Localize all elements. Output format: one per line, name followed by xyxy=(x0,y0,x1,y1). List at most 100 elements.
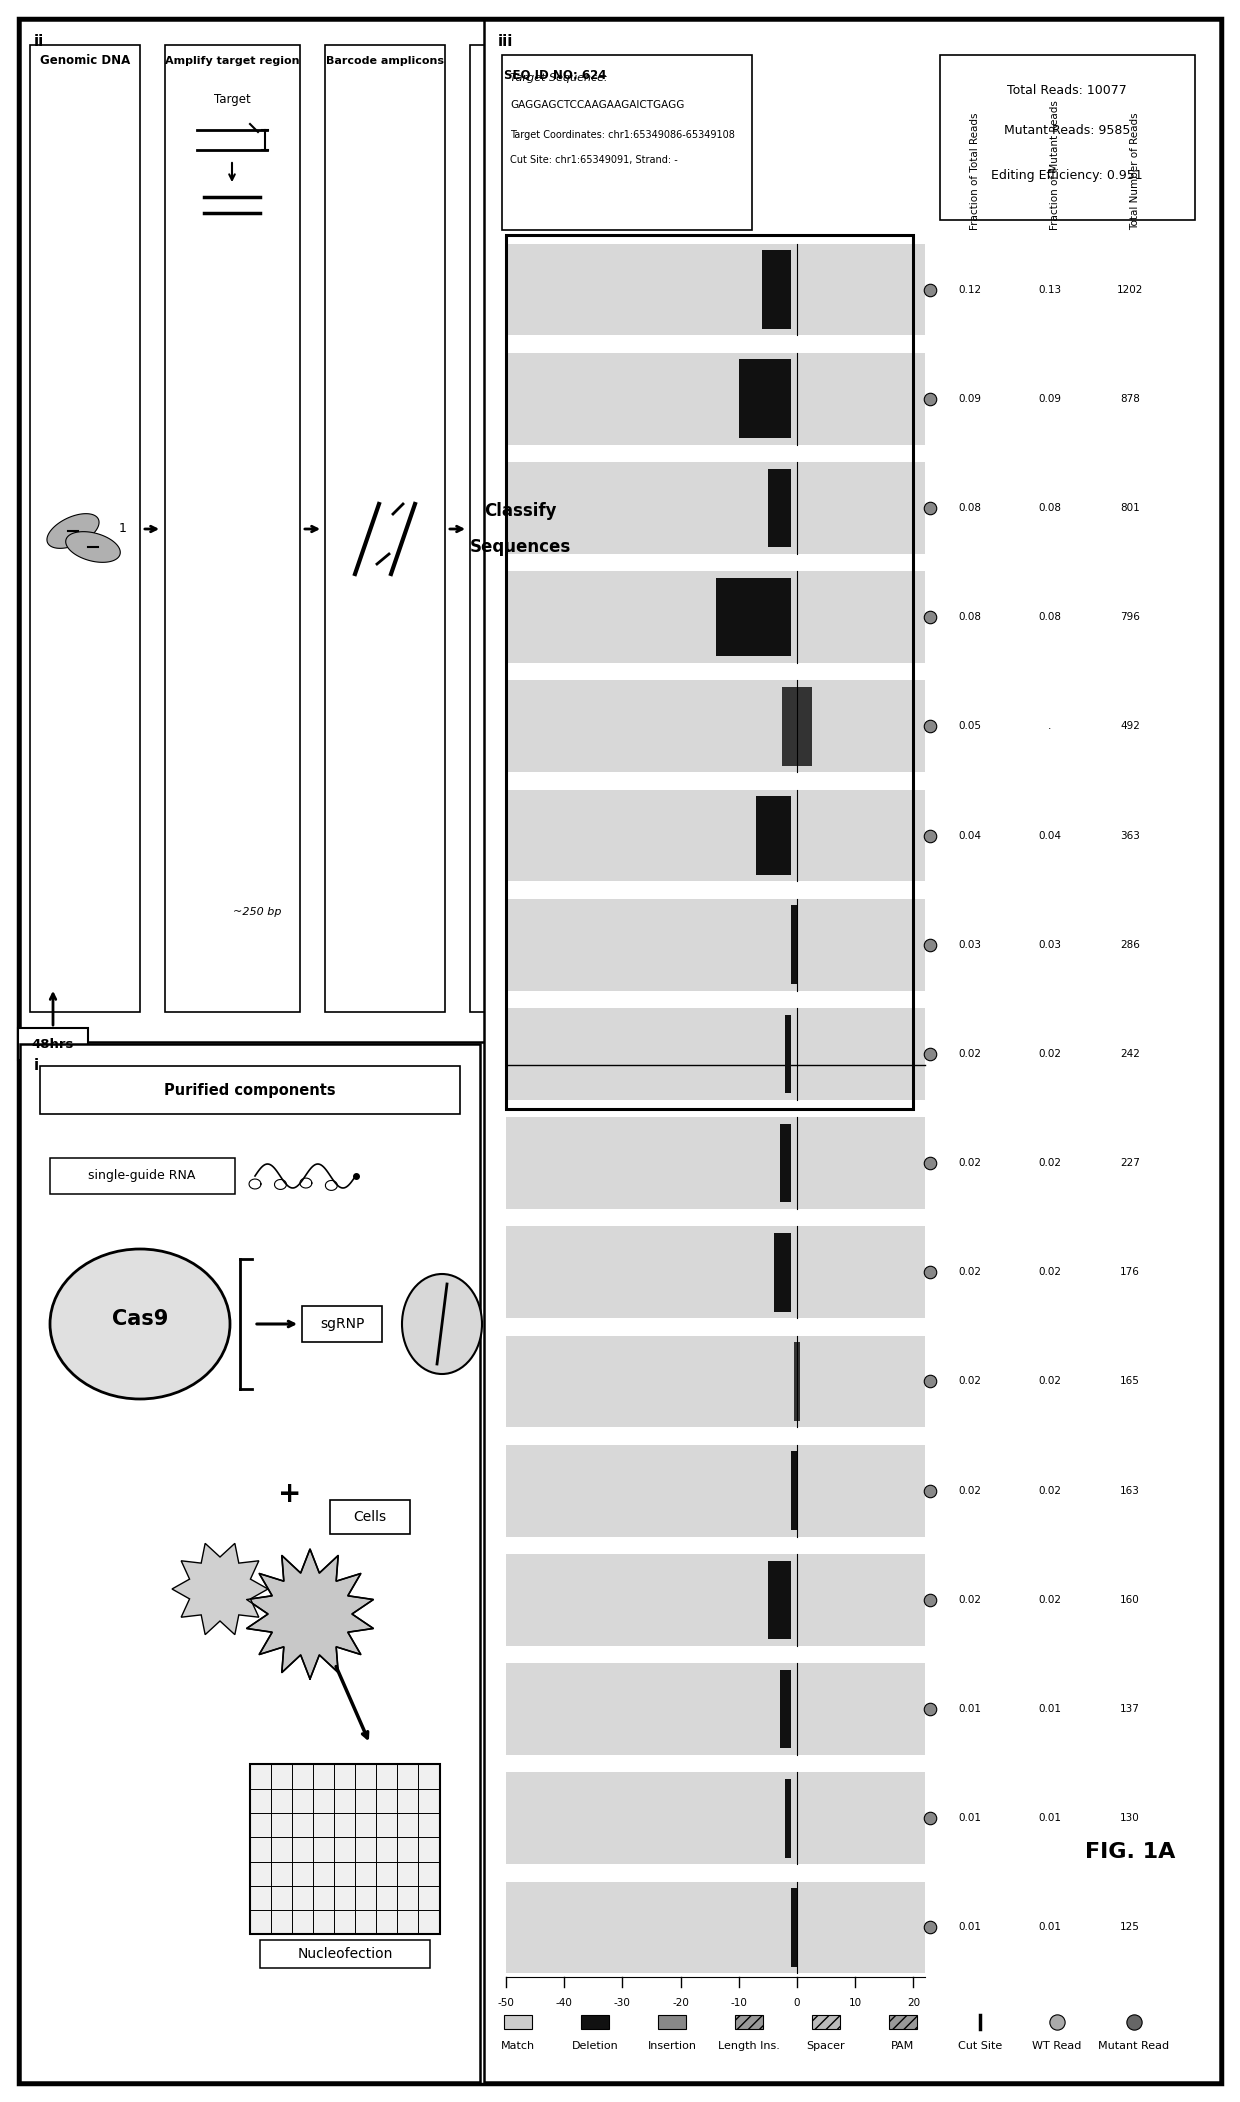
Text: Target Coordinates: chr1:65349086-65349108: Target Coordinates: chr1:65349086-653491… xyxy=(510,130,735,141)
Text: 0.08: 0.08 xyxy=(959,502,982,513)
Bar xyxy=(506,790,925,881)
Text: 0.02: 0.02 xyxy=(959,1049,982,1059)
Text: 0.01: 0.01 xyxy=(959,1923,982,1932)
Text: Match: Match xyxy=(501,2041,536,2052)
Bar xyxy=(250,1764,440,1934)
Text: 137: 137 xyxy=(1120,1705,1140,1713)
Bar xyxy=(325,44,445,1011)
Bar xyxy=(768,1560,791,1640)
Bar xyxy=(780,1669,791,1749)
Text: Amplify target region: Amplify target region xyxy=(165,57,299,65)
Text: 0.03: 0.03 xyxy=(1039,940,1061,950)
Text: 242: 242 xyxy=(1120,1049,1140,1059)
Bar xyxy=(812,2016,839,2028)
Text: 0.01: 0.01 xyxy=(1039,1923,1061,1932)
Bar xyxy=(506,1009,925,1099)
Text: FIG. 1A: FIG. 1A xyxy=(1085,1841,1176,1862)
Bar xyxy=(506,235,914,1108)
Text: 0.09: 0.09 xyxy=(1039,393,1061,404)
Bar xyxy=(506,1444,925,1537)
Bar xyxy=(774,1234,791,1312)
Text: 0.01: 0.01 xyxy=(1039,1705,1061,1713)
Bar xyxy=(330,1501,410,1534)
Text: 176: 176 xyxy=(1120,1268,1140,1278)
Text: Fraction of Mutant Reads: Fraction of Mutant Reads xyxy=(1050,101,1060,229)
Bar xyxy=(506,1335,925,1427)
Text: -30: -30 xyxy=(614,1999,631,2007)
Text: 0.02: 0.02 xyxy=(1039,1158,1061,1169)
Bar xyxy=(502,55,751,229)
Text: 0.02: 0.02 xyxy=(1039,1049,1061,1059)
Bar xyxy=(889,2016,918,2028)
Text: 0.09: 0.09 xyxy=(959,393,982,404)
Text: .: . xyxy=(1048,721,1052,731)
Text: 227: 227 xyxy=(1120,1158,1140,1169)
Text: Mutant Reads: 9585: Mutant Reads: 9585 xyxy=(1004,124,1130,137)
Text: 0.02: 0.02 xyxy=(959,1486,982,1497)
Text: Insertion: Insertion xyxy=(647,2041,697,2052)
Text: ~250 bp: ~250 bp xyxy=(233,906,281,916)
Bar xyxy=(506,572,925,662)
Text: Sequences: Sequences xyxy=(470,538,570,557)
Bar xyxy=(791,1888,797,1967)
Bar xyxy=(260,1940,430,1967)
Text: 0.03: 0.03 xyxy=(959,940,982,950)
Text: 0.01: 0.01 xyxy=(1039,1814,1061,1822)
Bar xyxy=(735,2016,763,2028)
Bar xyxy=(791,906,797,984)
Bar xyxy=(20,21,580,1043)
Text: 0.04: 0.04 xyxy=(1039,830,1061,841)
Bar xyxy=(506,1118,925,1209)
Bar xyxy=(582,2016,609,2028)
Text: 160: 160 xyxy=(1120,1595,1140,1604)
Bar xyxy=(303,1305,382,1341)
Bar xyxy=(782,687,811,765)
Text: Total Reads: 10077: Total Reads: 10077 xyxy=(1007,84,1127,97)
Text: 0.02: 0.02 xyxy=(959,1377,982,1387)
Text: 10: 10 xyxy=(848,1999,862,2007)
Bar xyxy=(785,1015,791,1093)
Polygon shape xyxy=(172,1543,268,1635)
Text: 0.08: 0.08 xyxy=(959,612,982,622)
Text: 130: 130 xyxy=(1120,1814,1140,1822)
Text: Genomic DNA: Genomic DNA xyxy=(40,55,130,67)
Text: 0.02: 0.02 xyxy=(1039,1268,1061,1278)
Text: 0.13: 0.13 xyxy=(1038,284,1061,294)
Text: Cut Site: Cut Site xyxy=(957,2041,1002,2052)
Text: 0.01: 0.01 xyxy=(959,1814,982,1822)
Bar xyxy=(794,1343,800,1421)
Text: iii: iii xyxy=(498,34,513,48)
Bar xyxy=(503,2016,532,2028)
Text: Deletion: Deletion xyxy=(572,2041,619,2052)
Bar xyxy=(506,353,925,446)
Text: 125: 125 xyxy=(1120,1923,1140,1932)
Text: Total Number of Reads: Total Number of Reads xyxy=(1130,111,1140,229)
Ellipse shape xyxy=(402,1274,482,1375)
Text: Nucleofection: Nucleofection xyxy=(298,1946,393,1961)
Polygon shape xyxy=(66,532,120,563)
Text: 363: 363 xyxy=(1120,830,1140,841)
Bar xyxy=(768,469,791,547)
Bar xyxy=(739,359,791,437)
Text: Editing Efficiency: 0.951: Editing Efficiency: 0.951 xyxy=(991,168,1143,181)
Text: 1202: 1202 xyxy=(1117,284,1143,294)
Text: 163: 163 xyxy=(1120,1486,1140,1497)
Bar xyxy=(763,250,791,328)
Text: Classify: Classify xyxy=(484,502,557,519)
Text: 48hrs: 48hrs xyxy=(32,1038,74,1051)
Bar xyxy=(506,681,925,771)
Text: 0.12: 0.12 xyxy=(959,284,982,294)
Bar xyxy=(791,1450,797,1530)
Bar xyxy=(165,44,300,1011)
Text: 20: 20 xyxy=(906,1999,920,2007)
Bar xyxy=(506,1881,925,1974)
Bar xyxy=(506,462,925,553)
Bar xyxy=(470,44,570,1011)
Ellipse shape xyxy=(50,1249,229,1400)
Text: 0.02: 0.02 xyxy=(1039,1486,1061,1497)
Bar xyxy=(506,244,925,336)
Text: 878: 878 xyxy=(1120,393,1140,404)
Text: 0: 0 xyxy=(794,1999,800,2007)
Bar xyxy=(715,578,791,656)
Text: GAGGAGCTCCAAGAAGAICTGAGG: GAGGAGCTCCAAGAAGAICTGAGG xyxy=(510,101,684,109)
